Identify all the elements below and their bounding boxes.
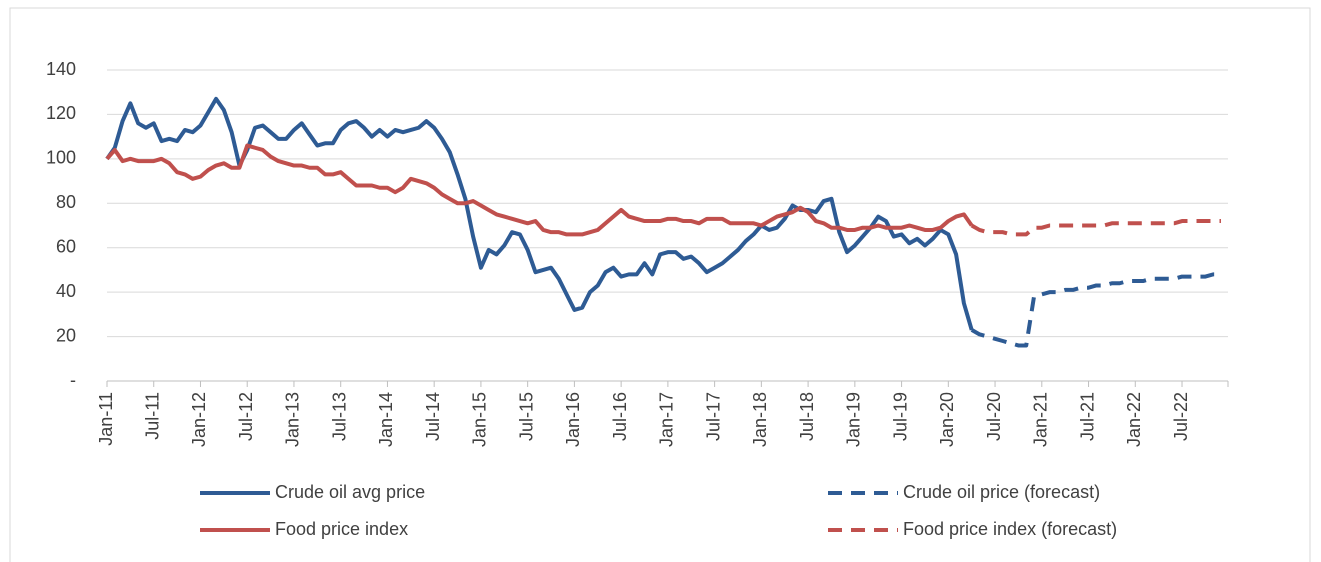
y-tick-label: - [70,370,76,390]
x-tick-label: Jan-18 [750,392,770,447]
y-tick-label: 140 [46,59,76,79]
y-tick-label: 80 [56,192,76,212]
series-line [105,143,974,237]
y-tick-label: 120 [46,103,76,123]
series-line [105,96,974,331]
series-line [970,272,1221,348]
x-tick-label: Jan-15 [470,392,490,447]
x-tick-label: Jul-19 [890,392,910,441]
x-tick-label: Jan-21 [1031,392,1051,447]
x-tick-label: Jul-15 [516,392,536,441]
x-tick-label: Jan-14 [376,392,396,447]
x-tick-label: Jan-19 [844,392,864,447]
x-tick-label: Jan-22 [1124,392,1144,447]
legend-label: Crude oil avg price [275,482,425,502]
x-tick-label: Jul-14 [423,392,443,441]
x-tick-label: Jul-16 [610,392,630,441]
x-tick-label: Jan-20 [937,392,957,447]
x-tick-label: Jul-12 [236,392,256,441]
x-tick-label: Jul-20 [984,392,1004,441]
legend-label: Food price index [275,519,408,539]
legend-label: Crude oil price (forecast) [903,482,1100,502]
y-tick-label: 40 [56,281,76,301]
x-tick-label: Jul-13 [329,392,349,441]
x-tick-label: Jan-11 [96,392,116,446]
x-tick-label: Jul-22 [1171,392,1191,441]
y-tick-label: 20 [56,325,76,345]
y-tick-label: 100 [46,148,76,168]
series-line [970,219,1221,237]
x-tick-label: Jan-16 [563,392,583,447]
legend-label: Food price index (forecast) [903,519,1117,539]
x-tick-label: Jul-21 [1077,392,1097,441]
x-tick-label: Jan-17 [657,392,677,447]
x-tick-label: Jan-13 [283,392,303,447]
x-tick-label: Jan-12 [189,392,209,447]
x-tick-label: Jul-18 [797,392,817,441]
y-tick-label: 60 [56,236,76,256]
x-tick-label: Jul-11 [142,392,162,440]
x-tick-label: Jul-17 [703,392,723,441]
